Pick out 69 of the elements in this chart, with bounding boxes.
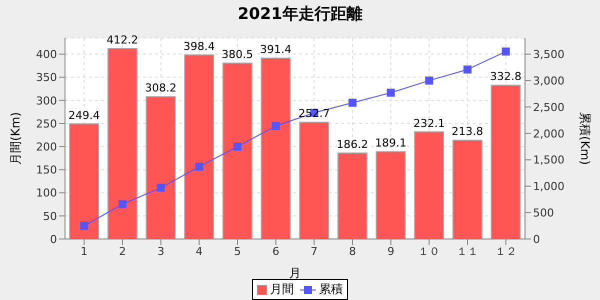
y-tick-label: 350: [36, 71, 57, 84]
y2-tick-label: 3,000: [533, 74, 564, 88]
bar: [184, 54, 214, 239]
y-axis-title: 月間(Km): [8, 112, 22, 165]
data-label: 412.2: [106, 34, 138, 47]
data-label: 232.1: [413, 116, 445, 130]
x-tick-label: 1: [80, 244, 88, 258]
point: [386, 88, 395, 97]
x-tick-label: 7: [310, 244, 318, 258]
point: [348, 98, 356, 107]
y2-tick-label: 3,500: [533, 48, 564, 62]
y2-tick-label: 2,000: [533, 127, 564, 140]
point: [464, 65, 472, 74]
data-label: 189.1: [375, 136, 407, 150]
x-tick-label: 2: [119, 244, 126, 258]
data-label: 391.4: [260, 43, 292, 56]
y-tick-label: 300: [36, 94, 57, 108]
bar: [222, 62, 252, 239]
x-tick-label: 4: [196, 244, 203, 258]
x-tick-label: 6: [272, 244, 280, 258]
y-tick-label: 0: [50, 232, 57, 246]
x-tick-label: 8: [349, 244, 356, 258]
legend-label: 月間: [270, 281, 294, 298]
data-label: 398.4: [183, 40, 215, 53]
y2-tick-label: 0: [533, 232, 540, 246]
y-tick-label: 400: [36, 48, 57, 62]
y2-tick-label: 1,500: [533, 154, 564, 167]
point: [272, 122, 280, 130]
bar: [490, 84, 521, 239]
bar: [107, 48, 138, 239]
y2-axis-title: 累積(Km): [578, 112, 592, 165]
y-tick-label: 50: [43, 210, 57, 223]
bar: [452, 140, 482, 239]
data-label: 308.2: [145, 82, 177, 95]
x-tick-label: １２: [494, 244, 517, 258]
bar: [69, 123, 100, 239]
bar: [376, 151, 406, 239]
point: [234, 142, 242, 151]
x-axis-title: 月: [289, 266, 301, 280]
y-tick-label: 200: [36, 140, 57, 154]
point: [156, 184, 165, 192]
point: [195, 162, 204, 171]
point: [118, 200, 126, 208]
x-tick-label: １０: [418, 244, 440, 258]
y-tick-label: 150: [36, 164, 57, 177]
bar: [146, 96, 176, 239]
point: [80, 222, 88, 230]
data-label: 213.8: [452, 125, 484, 138]
bar: [337, 152, 368, 239]
data-label: 249.4: [68, 108, 100, 122]
data-label: 380.5: [222, 48, 254, 62]
legend-label: 累積: [319, 281, 343, 298]
y2-tick-label: 1,000: [533, 180, 564, 194]
data-label: 186.2: [336, 138, 368, 151]
bar: [299, 122, 330, 239]
point: [502, 48, 510, 56]
bar: [260, 58, 291, 239]
point: [425, 76, 434, 85]
y-tick-label: 250: [36, 117, 57, 130]
chart-title: 2021年走行距離: [236, 3, 364, 25]
y2-tick-label: 2,500: [533, 100, 564, 114]
data-label: 332.8: [490, 70, 522, 84]
bar: [414, 131, 444, 239]
y2-tick-label: 500: [533, 206, 554, 220]
x-tick-label: １１: [456, 244, 478, 258]
x-tick-label: 9: [387, 244, 394, 258]
y-tick-label: 100: [36, 186, 57, 200]
x-tick-label: 5: [234, 244, 241, 258]
x-tick-label: 3: [157, 244, 164, 258]
